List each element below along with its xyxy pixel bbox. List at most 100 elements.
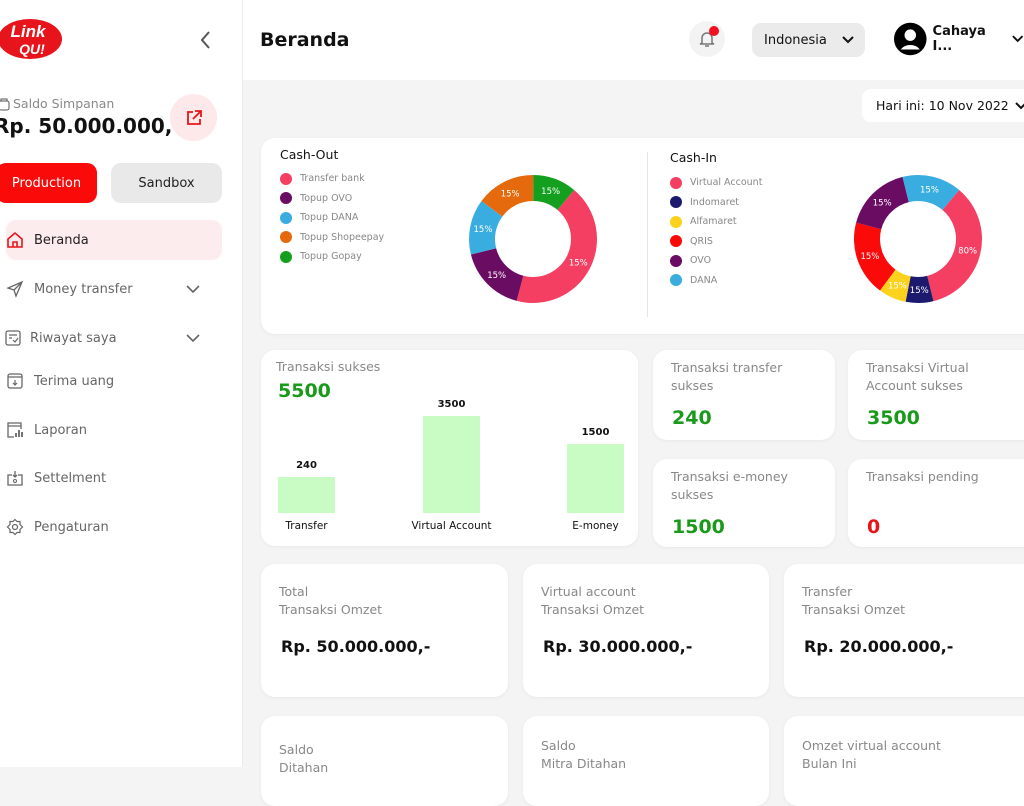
user-name: Cahaya I... xyxy=(932,24,986,54)
stat-value: 0 xyxy=(867,516,881,538)
slice-label: 15% xyxy=(487,271,506,281)
chevron-down-icon[interactable] xyxy=(184,280,202,298)
omzet-label: Virtual account xyxy=(541,584,636,599)
language-dropdown[interactable]: Indonesia xyxy=(752,23,865,57)
omzet-sublabel: Transaksi Omzet xyxy=(802,602,906,617)
legend-label: Topup OVO xyxy=(300,192,353,204)
slice-label: 15% xyxy=(873,199,892,209)
legend-item: Indomaret xyxy=(670,193,762,213)
stat-card: Transaksi e-money sukses 1500 xyxy=(653,459,835,547)
slice-label: 15% xyxy=(910,286,929,296)
date-filter-dropdown[interactable]: Hari ini: 10 Nov 2022 xyxy=(862,89,1024,122)
legend-label: Alfamaret xyxy=(690,216,737,228)
omzet-label: Total xyxy=(279,584,309,599)
bar-category-label: E-money xyxy=(572,520,619,532)
sidebar-item-terima-uang[interactable]: Terima uang xyxy=(6,361,222,401)
sidebar-item-laporan[interactable]: Laporan xyxy=(6,410,222,450)
cash-out-donut-chart: 15% 15% 15% 15% 15% xyxy=(469,175,597,303)
transaksi-sukses-card: Transaksi sukses 5500 240 Transfer 3500 Vir… xyxy=(261,350,638,546)
notification-badge xyxy=(709,26,719,36)
slice-label: 15% xyxy=(920,185,939,195)
sidebar-item-label: Terima uang xyxy=(34,373,115,389)
bar-value-label: 3500 xyxy=(437,399,466,410)
sidebar-item-riwayat-saya[interactable]: Riwayat saya xyxy=(4,318,220,358)
donut-slice[interactable] xyxy=(902,175,960,210)
chevron-down-icon xyxy=(1015,101,1024,109)
legend-swatch xyxy=(670,176,682,189)
open-balance-button[interactable] xyxy=(170,94,217,141)
legend-swatch xyxy=(670,274,682,287)
sidebar-item-label: Laporan xyxy=(34,422,87,438)
omzet-card: Total Transaksi Omzet Rp. 50.000.000,- xyxy=(261,564,508,697)
donut-slice[interactable] xyxy=(481,175,534,217)
sidebar-item-pengaturan[interactable]: Pengaturan xyxy=(6,507,222,547)
user-menu[interactable]: Cahaya I... xyxy=(894,22,1024,56)
donut-slice[interactable] xyxy=(516,189,597,303)
omzet-card: Transfer Transaksi Omzet Rp. 20.000.000,- xyxy=(784,564,1024,697)
omzet-value: Rp. 50.000.000,- xyxy=(281,637,431,656)
sidebar-item-settelment[interactable]: Settelment xyxy=(6,458,222,498)
donut-slice[interactable] xyxy=(470,248,524,301)
legend-label: Transfer bank xyxy=(300,173,365,185)
saldo-label: Saldo xyxy=(541,738,576,753)
donut-slice[interactable] xyxy=(854,222,896,291)
stat-card: Transaksi transfer sukses 240 xyxy=(653,350,835,440)
sidebar-item-label: Settelment xyxy=(34,470,107,486)
sandbox-button[interactable]: Sandbox xyxy=(111,163,222,203)
sidebar-item-beranda[interactable]: Beranda xyxy=(6,220,222,260)
legend-item: Alfamaret xyxy=(670,212,762,232)
legend-swatch xyxy=(280,172,292,185)
donut-slice[interactable] xyxy=(905,275,934,303)
settings-icon xyxy=(6,518,24,536)
stat-label: Transaksi e-money sukses xyxy=(671,469,788,502)
chevron-down-icon xyxy=(842,36,854,44)
saldo-sublabel: Mitra Ditahan xyxy=(541,756,627,771)
bar[interactable] xyxy=(567,444,624,513)
bar[interactable] xyxy=(278,476,335,513)
donut-slice[interactable] xyxy=(880,269,911,302)
stat-value: 3500 xyxy=(867,407,920,429)
divider xyxy=(647,152,648,317)
donut-slice[interactable] xyxy=(927,189,982,302)
bar[interactable] xyxy=(423,416,480,513)
legend-item: QRIS xyxy=(670,232,762,252)
sidebar-item-label: Beranda xyxy=(34,232,89,248)
collapse-sidebar-button[interactable] xyxy=(198,30,214,54)
stat-label: Transaksi transfer sukses xyxy=(671,360,783,393)
stat-label: Transaksi pending xyxy=(866,469,979,484)
legend-item: OVO xyxy=(670,251,762,271)
production-button[interactable]: Production xyxy=(0,163,97,203)
legend-swatch xyxy=(280,192,292,205)
bar-card-total: 5500 xyxy=(278,380,331,402)
saldo-label: Omzet virtual account xyxy=(802,738,941,753)
stat-value: 1500 xyxy=(672,516,725,538)
donut-slice[interactable] xyxy=(856,176,909,230)
notification-button[interactable] xyxy=(689,21,725,57)
cash-in-title: Cash-In xyxy=(670,150,717,165)
sidebar-item-money-transfer[interactable]: Money transfer xyxy=(6,269,222,309)
saldo-sublabel: Bulan Ini xyxy=(802,756,857,771)
legend-swatch xyxy=(670,215,682,228)
linkqu-logo[interactable]: Link QU! xyxy=(0,18,64,60)
saldo-card: Omzet virtual account Bulan Ini xyxy=(784,716,1024,806)
legend-label: QRIS xyxy=(690,235,713,247)
wallet-icon xyxy=(0,98,10,110)
omzet-sublabel: Transaksi Omzet xyxy=(541,602,645,617)
sidebar-item-label: Money transfer xyxy=(34,281,133,297)
svg-text:Link: Link xyxy=(11,22,47,41)
language-value: Indonesia xyxy=(764,32,827,48)
slice-label: 15% xyxy=(569,258,588,268)
saldo-sublabel: Ditahan xyxy=(279,760,329,775)
stat-card: Transaksi pending 0 xyxy=(848,459,1024,547)
donut-slice[interactable] xyxy=(533,175,575,210)
donut-slice[interactable] xyxy=(469,201,503,255)
avatar-icon xyxy=(894,22,927,56)
bar-value-label: 240 xyxy=(296,459,317,471)
saldo-card: Saldo Mitra Ditahan xyxy=(523,716,769,806)
omzet-label: Transfer xyxy=(802,584,853,599)
top-header: Beranda Indonesia Cahaya I... xyxy=(243,0,1024,80)
settlement-icon xyxy=(7,471,23,486)
home-icon xyxy=(7,231,23,248)
chevron-down-icon[interactable] xyxy=(184,329,202,347)
legend-swatch xyxy=(670,235,682,248)
